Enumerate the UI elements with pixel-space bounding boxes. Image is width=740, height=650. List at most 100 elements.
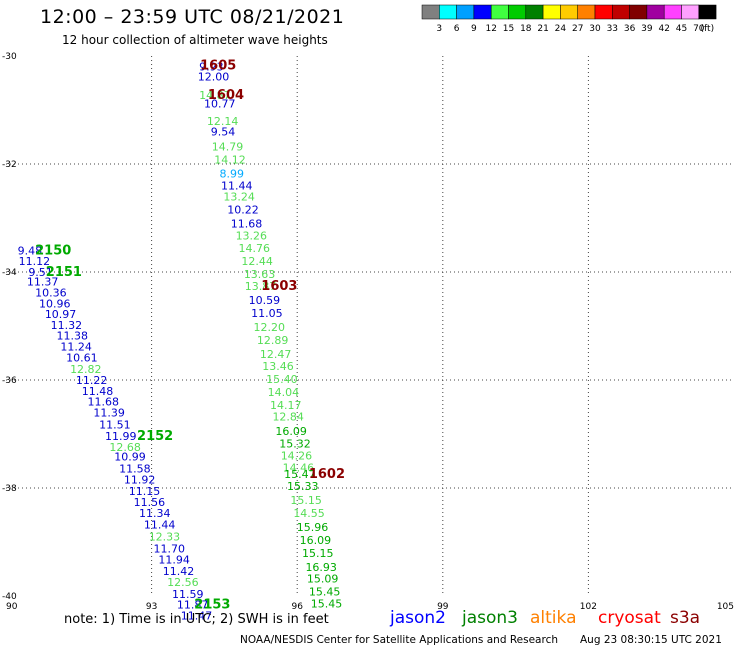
legend-color-swatch: [577, 4, 596, 20]
wave-height-value: 12.00: [198, 71, 230, 84]
wave-height-value: 14.12: [214, 154, 246, 167]
legend-color-swatch: [439, 4, 457, 20]
footer-note: note: 1) Time is in UTC; 2) SWH is in fe…: [64, 612, 329, 627]
y-tick-label: -34: [2, 268, 17, 278]
y-tick-label: -32: [2, 160, 17, 170]
wave-height-value: 11.51: [99, 418, 130, 431]
wave-height-value: 11.39: [93, 406, 125, 419]
footer-credit: NOAA/NESDIS Center for Satellite Applica…: [240, 634, 558, 646]
legend-bin-label: 30: [589, 24, 601, 34]
legend-color-swatch: [473, 4, 492, 20]
wave-height-value: 15.33: [287, 480, 319, 493]
wave-height-value: 11.70: [154, 542, 186, 555]
wave-height-value: 11.94: [158, 553, 190, 566]
legend-color-swatch: [560, 4, 578, 20]
wave-height-value: 14.87: [199, 89, 231, 102]
legend-bin-label: 70: [693, 24, 705, 34]
y-tick-label: -30: [2, 52, 17, 62]
wave-height-value: 11.44: [144, 519, 176, 532]
pass-time-label: 2152: [137, 429, 173, 444]
wave-height-value: 9.93: [199, 60, 224, 73]
wave-height-value: 15.09: [307, 573, 339, 586]
wave-height-value: 14.76: [238, 242, 270, 255]
legend-bin-label: 15: [503, 24, 514, 34]
y-tick-label: -40: [2, 592, 17, 602]
wave-height-value: 12.89: [257, 334, 289, 347]
wave-height-value: 13.26: [236, 229, 268, 242]
wave-height-value: 11.42: [163, 565, 195, 578]
wave-height-value: 9.54: [211, 126, 236, 139]
footer-timestamp: Aug 23 08:30:15 UTC 2021: [580, 634, 722, 646]
wave-height-value: 10.97: [45, 308, 77, 321]
x-tick-label: 90: [6, 602, 18, 612]
mission-cryosat: cryosat: [598, 608, 661, 628]
x-tick-label: 99: [437, 602, 449, 612]
chart-title: 12:00 – 23:59 UTC 08/21/2021: [40, 6, 345, 28]
legend-bin-label: 24: [555, 24, 567, 34]
legend-bin-label: 21: [537, 24, 548, 34]
legend-bin-label: 3: [436, 24, 442, 34]
wave-height-value: 12.82: [70, 363, 102, 376]
wave-height-value: 15.32: [279, 438, 311, 451]
pass-time-label: 2151: [46, 265, 82, 280]
wave-height-value: 14.55: [293, 507, 325, 520]
wave-height-value: 10.36: [35, 287, 66, 300]
wave-height-value: 15.47: [284, 468, 316, 481]
legend-bin-label: 45: [676, 24, 687, 34]
wave-height-value: 13.87: [245, 280, 277, 293]
wave-height-value: 10.59: [249, 294, 281, 307]
wave-height-value: 11.68: [88, 396, 120, 409]
wave-height-value: 12.84: [272, 411, 304, 424]
wave-height-value: 13.46: [262, 360, 294, 373]
legend-color-swatch: [612, 4, 630, 20]
wave-height-value: 15.40: [266, 373, 298, 386]
legend-bin-label: 39: [641, 24, 653, 34]
legend-bin-label: 42: [658, 24, 669, 34]
legend-bin-label: 9: [471, 24, 477, 34]
wave-height-value: 12.44: [241, 255, 272, 268]
mission-s3a: s3a: [670, 608, 701, 628]
legend-color-swatch: [456, 4, 475, 20]
x-tick-label: 93: [146, 602, 157, 612]
pass-time-label: 2153: [194, 598, 230, 613]
wave-height-value: 14.04: [268, 386, 300, 399]
pass-time-label: 1603: [261, 279, 297, 294]
legend-color-swatch: [698, 4, 717, 20]
wave-height-value: 10.96: [39, 297, 71, 310]
wave-height-value: 12.20: [254, 321, 286, 334]
legend-bin-label: 36: [624, 24, 636, 34]
legend-color-swatch: [490, 4, 509, 20]
wave-height-value: 15.45: [311, 598, 343, 611]
wave-height-value: 15.15: [302, 547, 334, 560]
wave-height-value: 11.87: [177, 599, 209, 612]
mission-jason3: jason3: [462, 608, 518, 628]
wave-height-value: 12.14: [207, 115, 239, 128]
wave-height-value: 10.22: [227, 203, 259, 216]
wave-height-value: 13.24: [223, 190, 255, 203]
wave-height-value: 11.99: [105, 430, 136, 443]
wave-height-value: 11.37: [27, 276, 58, 289]
wave-height-value: 14.26: [281, 450, 313, 463]
wave-height-value: 11.48: [82, 385, 114, 398]
legend-color-swatch: [629, 4, 648, 20]
legend-color-swatch: [663, 4, 682, 20]
x-tick-label: 105: [717, 602, 734, 612]
wave-height-value: 14.79: [212, 141, 244, 154]
wave-height-value: 15.96: [297, 521, 329, 534]
wave-height-value: 15.15: [290, 494, 322, 507]
wave-height-value: 8.99: [220, 168, 245, 181]
x-tick-label: 96: [291, 602, 303, 612]
wave-height-value: 11.22: [76, 374, 108, 387]
wave-height-value: 11.59: [172, 588, 204, 601]
pass-time-label: 1602: [309, 467, 345, 482]
pass-time-label: 1604: [208, 88, 244, 103]
wave-height-value: 15.45: [309, 586, 341, 599]
wave-height-value: 11.12: [19, 255, 51, 268]
legend-unit-label: (ft): [701, 24, 715, 34]
y-tick-label: -36: [2, 376, 17, 386]
wave-height-value: 11.34: [139, 507, 171, 520]
legend-bin-label: 6: [454, 24, 460, 34]
wave-height-value: 11.24: [60, 341, 91, 354]
legend-color-swatch: [646, 4, 665, 20]
wave-height-value: 12.68: [109, 441, 141, 454]
